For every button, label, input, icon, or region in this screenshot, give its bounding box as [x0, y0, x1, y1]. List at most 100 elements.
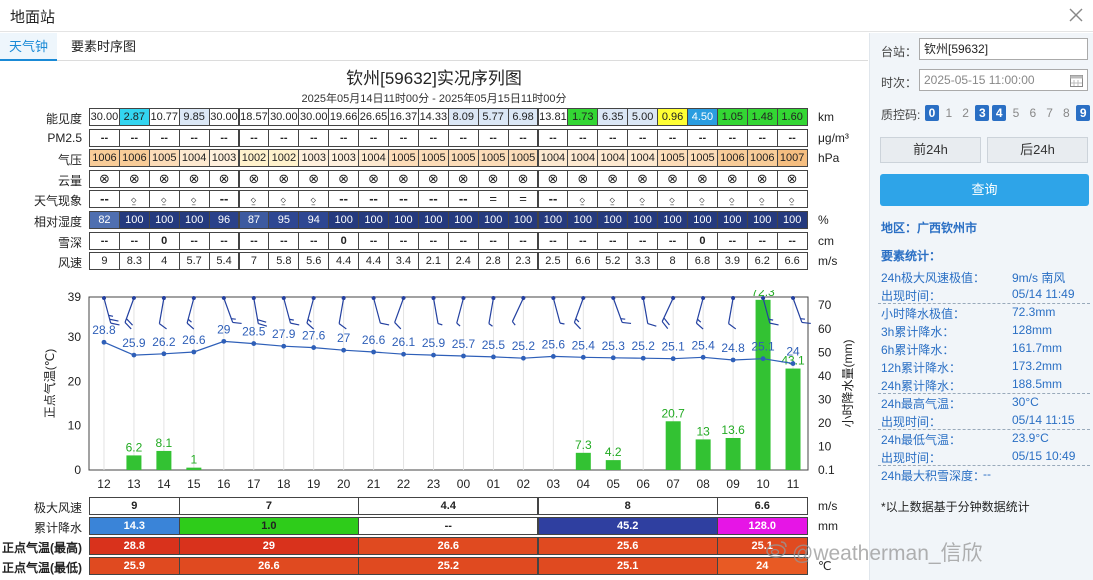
tab-element-series[interactable]: 要素时序图: [71, 39, 137, 54]
summary-unit: m/s: [818, 499, 838, 513]
x-tick-label: 18: [277, 477, 291, 491]
qc-code-8[interactable]: 8: [1063, 106, 1070, 120]
temperature-label: 26.6: [362, 333, 386, 347]
summary-cell: 8: [537, 497, 718, 515]
temperature-label: 28.8: [92, 323, 116, 337]
time-input[interactable]: 2025-05-15 11:00:00: [919, 69, 1088, 91]
station-input[interactable]: 钦州[59632]: [919, 38, 1088, 60]
precip-label: 13: [696, 424, 710, 438]
summary-cell: 25.6: [537, 537, 718, 555]
tab-weather-clock[interactable]: 天气钟: [0, 33, 58, 61]
table-cell: --: [447, 128, 479, 147]
table-cell: ⊗: [388, 169, 419, 188]
temperature-line: [103, 340, 794, 365]
stat-divider: [878, 429, 1090, 430]
window-title: 地面站: [10, 9, 56, 26]
qc-code-4[interactable]: 4: [992, 105, 1007, 121]
qc-code-9[interactable]: 9: [1076, 105, 1091, 121]
table-cell: 30.00: [268, 108, 300, 126]
table-cell: --: [627, 231, 659, 250]
stat-key: 24h累计降水：: [881, 379, 962, 393]
prev-24h-button[interactable]: 前24h: [880, 137, 981, 163]
qc-code-0[interactable]: 0: [925, 105, 939, 121]
wind-barb: [281, 296, 300, 326]
x-tick-label: 09: [726, 477, 740, 491]
table-cell: =: [477, 190, 509, 209]
precip-bar: [665, 421, 681, 470]
table-cell: 9.85: [178, 108, 210, 126]
table-cell: 100: [358, 211, 389, 229]
temperature-precip-chart: 12 13 14 15 16 17 18 19 20 21 22 23 00 01 02 03 04 05 06 07…: [42, 290, 855, 491]
table-cell: --: [627, 128, 659, 147]
window-titlebar: 地面站: [0, 0, 1093, 32]
table-cell: --: [298, 128, 330, 147]
table-cell: --: [657, 231, 688, 250]
wind-barb: [456, 296, 466, 327]
precip-label: 1: [191, 453, 198, 467]
stat-value: 128mm: [1012, 323, 1053, 337]
table-cell: 3.9: [716, 252, 748, 271]
table-cell: ⊗: [687, 169, 718, 188]
x-tick-label: 04: [577, 477, 591, 491]
table-cell: 1004: [178, 149, 210, 168]
table-cell: 87: [238, 211, 270, 229]
summary-cell: 29: [178, 537, 360, 555]
table-cell: --: [238, 128, 270, 147]
sidebar: 台站： 钦州[59632] 时次： 2025-05-15 11:00:00 质控…: [869, 33, 1093, 580]
table-cell: 1005: [477, 149, 509, 168]
temperature-point: [760, 356, 766, 362]
table-cell: --: [597, 128, 629, 147]
y2-tick-label: 40: [818, 369, 832, 383]
stat-value: 173.2mm: [1012, 359, 1063, 373]
close-icon[interactable]: [1066, 5, 1086, 25]
x-tick-label: 20: [337, 477, 351, 491]
table-cell: 1005: [447, 149, 479, 168]
table-cell: 16.37: [388, 108, 419, 126]
summary-cell: 9: [89, 497, 180, 515]
table-cell: 2.8: [477, 252, 509, 271]
y2-axis-label: 小时降水量(mm): [841, 340, 855, 428]
region-text: 地区：广西钦州市: [881, 221, 978, 235]
table-cell: 4.4: [358, 252, 389, 271]
query-button[interactable]: 查询: [880, 174, 1089, 206]
table-cell: --: [328, 190, 360, 209]
table-cell: 2.4: [447, 252, 479, 271]
qc-code-1[interactable]: 1: [945, 106, 953, 120]
table-cell: --: [298, 231, 330, 250]
stat-key: 24h极大风速极值：: [881, 271, 986, 285]
table-cell: --: [358, 190, 389, 209]
qc-code-6[interactable]: 6: [1029, 106, 1037, 120]
table-cell: 10.77: [148, 108, 180, 126]
table-cell: ⊗: [716, 169, 748, 188]
table-cell: --: [358, 128, 389, 147]
stat-key: 3h累计降水：: [881, 325, 955, 339]
table-cell: --: [208, 128, 240, 147]
table-cell: ⊗: [597, 169, 629, 188]
x-tick-label: 15: [187, 477, 201, 491]
table-cell: 14.33: [417, 108, 449, 126]
table-cell: 94: [298, 211, 330, 229]
wind-barb: [221, 296, 242, 325]
qc-code-7[interactable]: 7: [1046, 106, 1053, 120]
summary-cell: 26.6: [178, 557, 360, 575]
temperature-point: [670, 356, 676, 362]
qc-code-5[interactable]: 5: [1012, 106, 1020, 120]
temperature-label: 28.5: [242, 325, 266, 339]
calendar-icon[interactable]: [1070, 74, 1083, 87]
table-cell: ⍚: [597, 190, 629, 209]
chart-subtitle: 2025年05月14日11时00分 - 2025年05月15日11时00分: [301, 93, 567, 105]
x-tick-label: 07: [667, 477, 681, 491]
table-cell: --: [746, 128, 778, 147]
qc-code-3[interactable]: 3: [975, 105, 990, 121]
next-24h-button[interactable]: 后24h: [987, 137, 1088, 163]
stat-key: 出现时间：: [881, 415, 942, 429]
y-tick-label: 10: [68, 419, 82, 433]
table-cell: 1005: [148, 149, 180, 168]
qc-code-2[interactable]: 2: [962, 106, 969, 120]
x-tick-label: 10: [756, 477, 770, 491]
temperature-label: 26.2: [152, 335, 176, 349]
x-tick-label: 08: [696, 477, 710, 491]
table-cell: 8.3: [118, 252, 150, 271]
precip-bar: [575, 452, 591, 470]
table-cell: --: [89, 190, 120, 209]
